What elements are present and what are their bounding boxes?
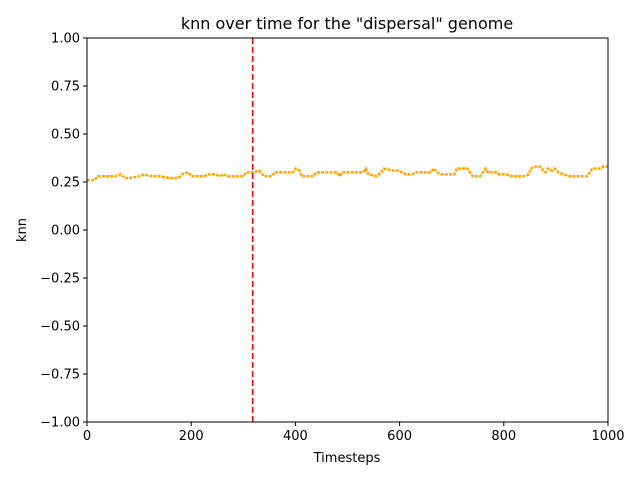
x-tick-label: 600 [387,429,412,444]
y-tick-label: 0.75 [51,80,80,95]
y-tick-label: −0.25 [40,272,80,287]
x-tick-label: 800 [491,429,516,444]
y-axis: −1.00 −0.75 −0.50 −0.25 0.00 0.25 0.50 0.75 1.00 [40,32,87,431]
plot-frame [86,37,609,423]
y-axis-label: knn [15,218,30,242]
x-axis: 0 200 400 600 800 1000 [83,422,625,444]
y-tick-label: 0.25 [51,176,80,191]
x-tick-label: 200 [179,429,204,444]
y-tick-label: 0.00 [51,224,80,239]
x-tick-label: 0 [83,429,91,444]
x-axis-label: Timesteps [313,451,381,466]
x-tick-label: 400 [283,429,308,444]
y-tick-label: −0.50 [40,320,80,335]
y-tick-label: 0.50 [51,128,80,143]
plot-area [87,38,608,422]
y-tick-label: −1.00 [40,416,80,431]
chart-title: knn over time for the "dispersal" genome [181,14,513,33]
series-line [87,165,608,182]
x-tick-label: 1000 [591,429,624,444]
y-tick-label: −0.75 [40,368,80,383]
y-tick-label: 1.00 [51,32,80,47]
